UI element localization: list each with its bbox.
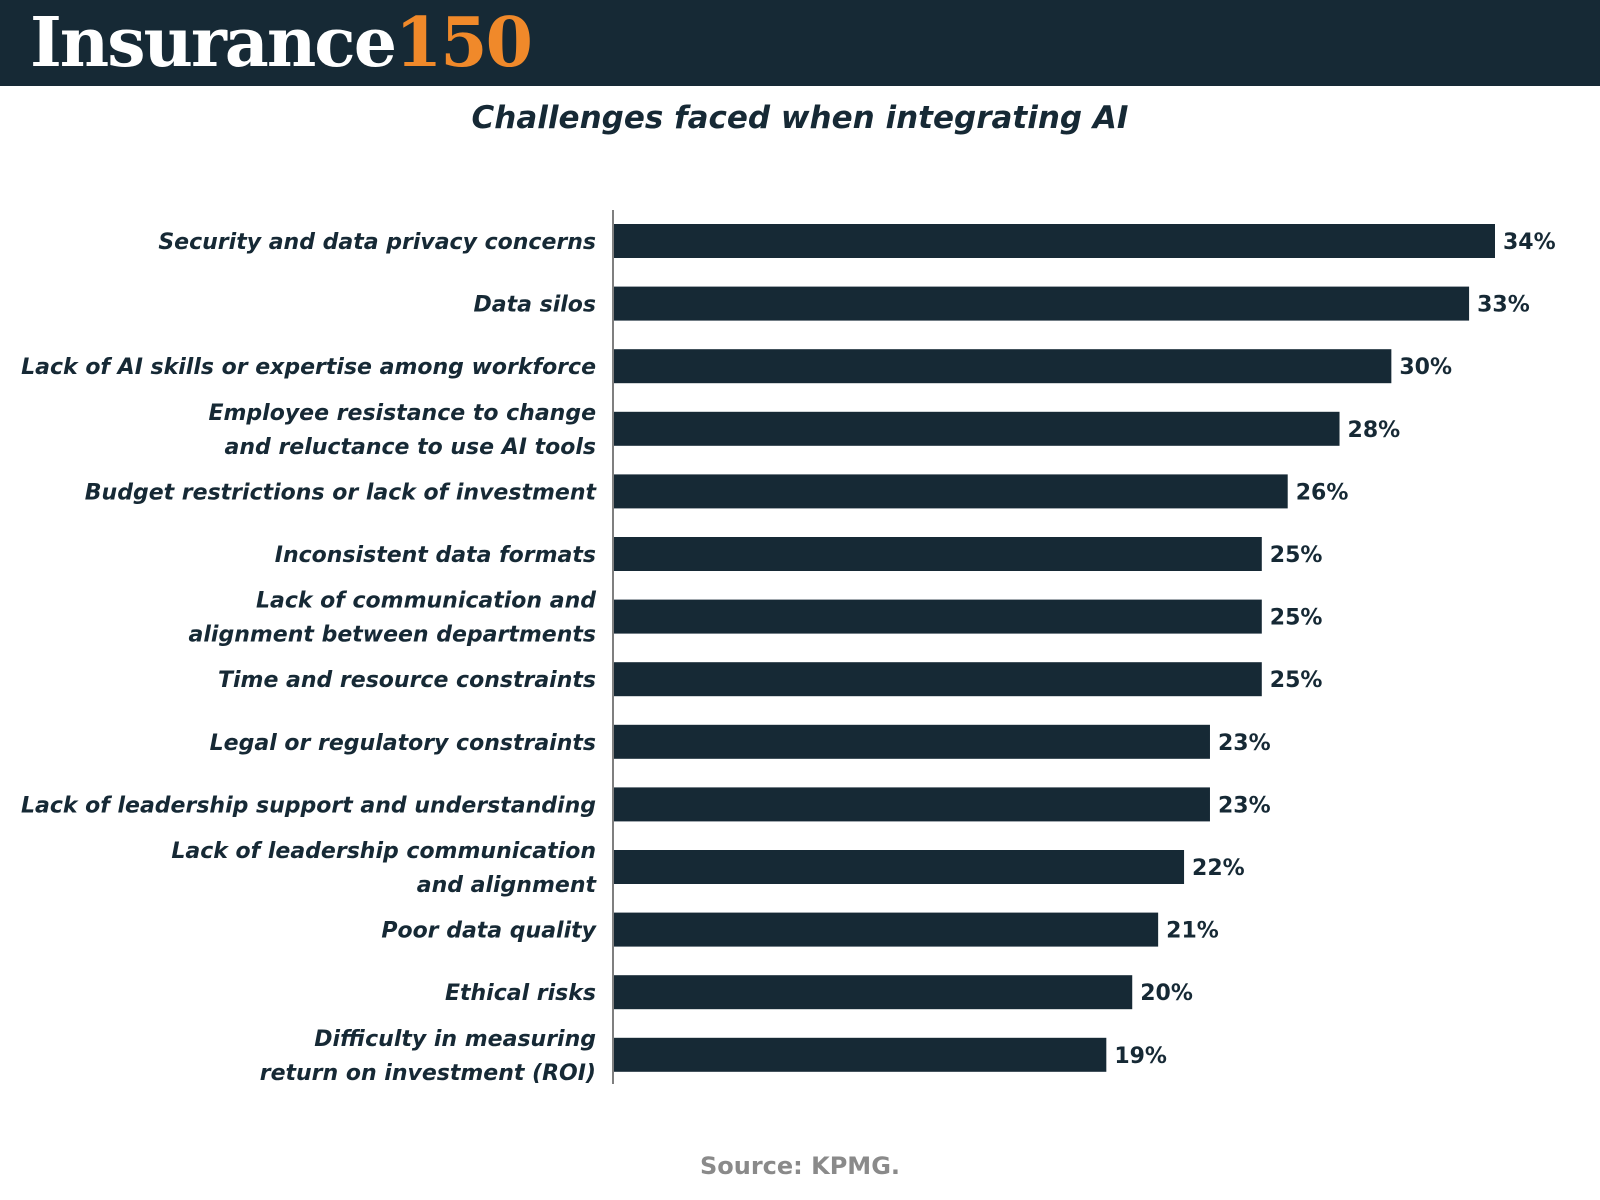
bar-7 <box>614 662 1262 697</box>
bar-11 <box>614 912 1159 947</box>
bar-13 <box>614 1037 1107 1072</box>
value-label-13: 19% <box>1114 1044 1167 1069</box>
bar-2 <box>614 349 1392 384</box>
value-label-7: 25% <box>1270 668 1323 693</box>
category-label-12: Ethical risks <box>445 981 596 1006</box>
category-label-3: Employee resistance to change and relucta… <box>208 401 596 460</box>
source-note: Source: KPMG. <box>699 1152 901 1180</box>
category-label-2: Lack of AI skills or expertise among wor… <box>21 355 596 380</box>
category-label-4: Budget restrictions or lack of investmen… <box>85 480 598 505</box>
value-label-3: 28% <box>1348 418 1401 443</box>
insurance150-logo: Insurance150 <box>30 3 533 83</box>
category-label-8: Legal or regulatory constraints <box>210 731 596 756</box>
value-label-9: 23% <box>1218 793 1271 818</box>
value-label-1: 33% <box>1477 293 1530 318</box>
bar-8 <box>614 724 1210 759</box>
value-label-2: 30% <box>1399 355 1452 380</box>
category-label-11: Poor data quality <box>381 919 597 944</box>
bar-3 <box>614 411 1340 446</box>
category-label-13: Difficulty in measuring return on investm… <box>260 1027 596 1086</box>
category-label-7: Time and resource constraints <box>218 668 596 693</box>
bar-1 <box>614 286 1470 321</box>
category-label-9: Lack of leadership support and understan… <box>21 793 596 818</box>
bar-4 <box>614 474 1288 509</box>
value-label-0: 34% <box>1503 230 1556 255</box>
category-label-5: Inconsistent data formats <box>275 543 596 568</box>
value-label-10: 22% <box>1192 856 1245 881</box>
bar-9 <box>614 787 1210 822</box>
value-label-8: 23% <box>1218 731 1271 756</box>
value-label-6: 25% <box>1270 606 1323 631</box>
chart-title: Challenges faced when integrating AI <box>471 100 1129 136</box>
bar-6 <box>614 599 1262 634</box>
value-label-4: 26% <box>1296 480 1349 505</box>
category-label-1: Data silos <box>473 293 596 318</box>
bar-10 <box>614 850 1185 884</box>
header-banner: Insurance150 <box>0 0 1600 86</box>
value-label-12: 20% <box>1140 981 1193 1006</box>
category-label-0: Security and data privacy concerns <box>158 230 596 255</box>
bar-chart: 34% Security and data privacy concerns 33%… <box>21 210 1556 1086</box>
logo-number: 150 <box>394 3 533 83</box>
bar-12 <box>614 975 1133 1010</box>
category-label-10: Lack of leadership communication and alig… <box>171 839 597 898</box>
value-label-11: 21% <box>1166 919 1219 944</box>
category-label-6: Lack of communication and alignment betwe… <box>189 589 597 648</box>
bar-0 <box>614 224 1495 258</box>
value-label-5: 25% <box>1270 543 1323 568</box>
logo-word: Insurance <box>30 3 397 83</box>
bar-5 <box>614 537 1262 571</box>
